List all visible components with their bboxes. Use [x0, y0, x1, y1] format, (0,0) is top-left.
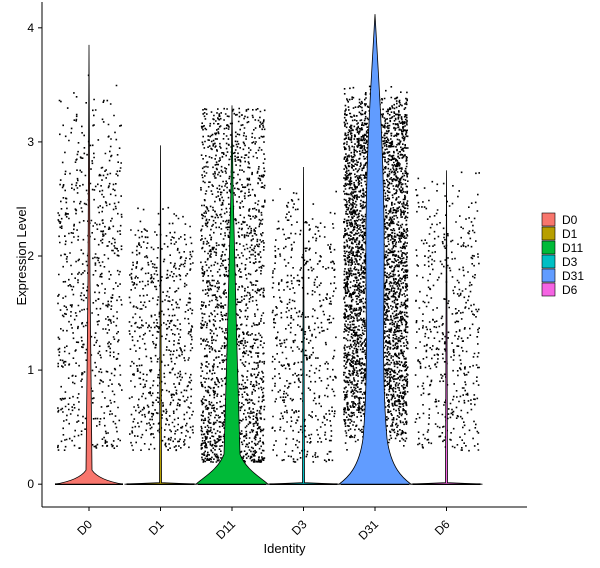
legend-label-D6: D6 — [562, 283, 578, 297]
y-tick-label-1: 1 — [27, 363, 34, 377]
y-tick-label-2: 2 — [27, 249, 34, 263]
jitter-points-D11 — [200, 107, 266, 463]
axes: 0 1 2 3 4 D0 D1 D11 D3 D31 D6 — [27, 2, 527, 543]
x-tick-label-D31: D31 — [356, 517, 382, 543]
y-axis-title: Expression Level — [14, 206, 29, 305]
violin-D6 — [410, 170, 483, 485]
x-tick-label-D11: D11 — [213, 517, 238, 542]
violin-D1 — [124, 145, 197, 485]
x-tick-label-D0: D0 — [74, 517, 95, 538]
legend-swatch-D11 — [541, 240, 556, 255]
violin-D11 — [195, 105, 269, 485]
jitter-points-layer — [55, 74, 481, 485]
violin-D31 — [337, 14, 413, 485]
jitter-points-D6 — [414, 171, 480, 452]
legend-swatch-D3 — [541, 254, 556, 269]
legend-label-D3: D3 — [562, 255, 578, 269]
violin-D3 — [267, 167, 340, 485]
x-tick-label-D3: D3 — [289, 517, 310, 538]
violins-layer — [54, 14, 483, 485]
legend-label-D11: D11 — [562, 241, 583, 255]
x-axis-title: Identity — [264, 541, 306, 556]
legend-label-D1: D1 — [562, 227, 578, 241]
legend-swatch-D0 — [541, 212, 556, 227]
violin-D0 — [54, 44, 124, 485]
x-tick-label-D1: D1 — [146, 517, 167, 538]
jitter-points-D1 — [128, 206, 194, 452]
y-tick-label-4: 4 — [27, 21, 34, 35]
legend-label-D0: D0 — [562, 213, 578, 227]
legend-swatch-D6 — [541, 282, 556, 297]
legend-label-D31: D31 — [562, 269, 584, 283]
x-tick-label-D6: D6 — [432, 517, 453, 538]
y-tick-label-0: 0 — [27, 477, 34, 491]
y-tick-label-3: 3 — [27, 135, 34, 149]
legend-swatch-D31 — [541, 268, 556, 283]
jitter-points-D3 — [271, 188, 337, 463]
legend-swatch-D1 — [541, 226, 556, 241]
